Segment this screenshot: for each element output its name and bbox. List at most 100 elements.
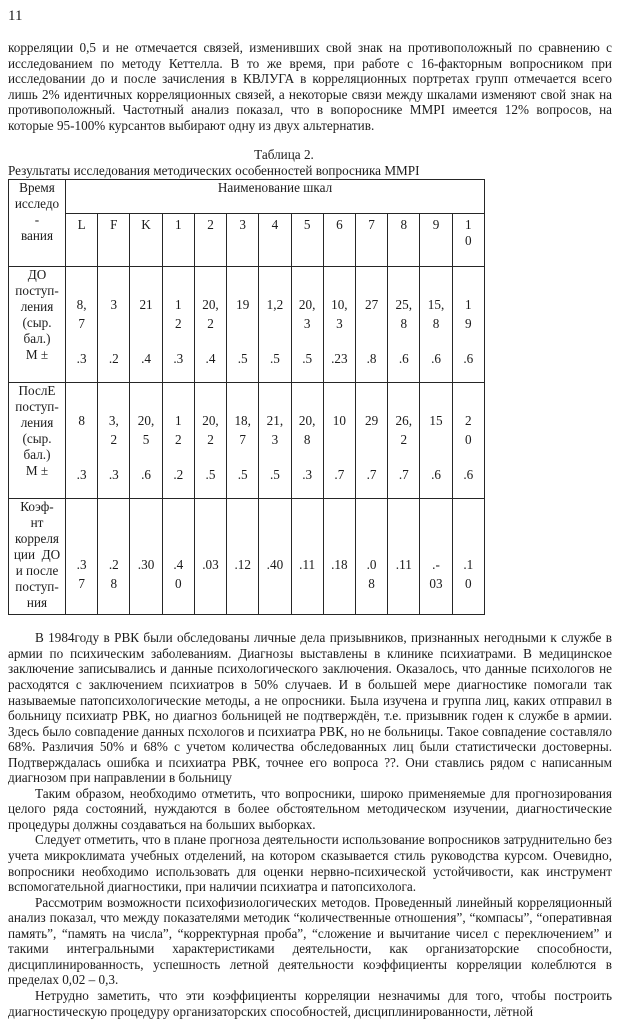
cell-value-line: 27 — [364, 297, 379, 313]
data-cell: .12 — [226, 498, 260, 616]
cell-value-line: 2 — [207, 432, 214, 448]
cell-mean-value: 1,2 — [259, 295, 290, 314]
corner-header-line: - — [34, 212, 40, 228]
cell-value-line: 10 — [332, 413, 346, 429]
data-cell: .18 — [322, 498, 356, 616]
data-cell: .0 8 — [354, 498, 389, 616]
cell-value-line: 15 — [429, 413, 443, 429]
data-cell: .03 — [193, 498, 228, 616]
corner-header-line: Время — [19, 180, 55, 196]
cell-mean-value: 20, 5 — [130, 411, 161, 449]
row-label-line: (сыр. — [22, 431, 52, 447]
scale-header-line: 1 — [174, 217, 182, 233]
cell-deviation-value: .3 — [76, 351, 87, 367]
cell-value-line: 3 — [303, 316, 311, 332]
row-label-line: (сыр. — [22, 315, 52, 331]
cell-mean-value: 8 — [66, 411, 97, 430]
cell-value-line: 7 — [239, 432, 246, 448]
cell-mean-value: 21, 3 — [259, 411, 290, 449]
cell-deviation-value: .3 — [173, 351, 184, 367]
cell-deviation-value: .5 — [237, 351, 248, 367]
cell-mean-value: .11 — [292, 555, 323, 574]
data-cell: 15, 8.6 — [419, 266, 453, 384]
cell-value-line: 7 — [78, 316, 85, 332]
paragraph: Нетрудно заметить, что эти коэффициенты … — [8, 987, 612, 1019]
table-title: Таблица 2. — [254, 147, 314, 163]
data-cell: 1 2.3 — [161, 266, 195, 384]
cell-value-line: 1,2 — [266, 297, 284, 313]
cell-mean-value: 10, 3 — [324, 295, 355, 333]
cell-mean-value: 15 — [420, 411, 451, 430]
data-cell: .1 0 — [451, 498, 486, 616]
scale-column-header: 4 — [258, 213, 292, 268]
row-label-line: М ± — [25, 347, 49, 363]
row-label-line: поступ- — [15, 399, 59, 415]
cell-value-line: 2 — [400, 432, 408, 448]
cell-value-line: 1 — [174, 413, 182, 429]
cell-mean-value: 3 — [98, 295, 129, 314]
data-cell: 20, 2 .5 — [193, 382, 228, 500]
cell-value-line: 8 — [303, 432, 311, 448]
cell-mean-value: 26, 2 — [388, 411, 419, 449]
data-cell: 26, 2.7 — [387, 382, 421, 500]
scale-header-line: 1 — [465, 217, 472, 233]
cell-value-line: 26, — [395, 413, 413, 429]
cell-mean-value: .0 8 — [356, 555, 387, 593]
scales-group-header: Наименование шкал — [65, 179, 485, 215]
scale-column-header: 8 — [387, 213, 421, 268]
cell-value-line: 8 — [400, 316, 408, 332]
scale-header-line: 5 — [303, 217, 311, 233]
data-cell: 25, 8.6 — [387, 266, 421, 384]
scale-header-line: 8 — [400, 217, 408, 233]
data-cell: 10, 3.23 — [322, 266, 356, 384]
data-cell: 2 0.6 — [451, 382, 486, 500]
cell-value-line: 3 — [271, 432, 279, 448]
row-label-line: ПослЕ — [18, 383, 56, 399]
cell-value-line: 0 — [465, 576, 472, 592]
cell-value-line: .2 — [108, 557, 119, 573]
cell-value-line: 25, — [395, 297, 413, 313]
data-cell: 8.3 — [64, 382, 99, 500]
table-header-row: Время исследо - вания Наименование шкал — [8, 179, 485, 268]
table-row: Коэф-нт корреля ции ДО и после поступ-ния .3 7… — [8, 498, 486, 616]
data-cell: .40 — [258, 498, 292, 616]
scale-column-header: 5 — [290, 213, 324, 268]
data-cell: 15.6 — [419, 382, 453, 500]
cell-value-line: .12 — [234, 557, 251, 573]
cell-value-line: .- — [432, 557, 440, 573]
data-cell: 21.4 — [129, 266, 163, 384]
row-label-line: поступ- — [15, 579, 59, 595]
cell-value-line: 20, — [202, 413, 219, 429]
cell-mean-value: 21 — [130, 295, 161, 314]
cell-value-line: 3 — [110, 297, 118, 313]
body-text: В 1984году в РВК были обследованы личные… — [8, 630, 612, 1019]
scale-column-header: F — [97, 213, 131, 268]
scale-header-line: 2 — [207, 217, 214, 233]
body-text-top: корреляции 0,5 и не отмечается связей, и… — [8, 40, 612, 133]
scale-header-line: 9 — [432, 217, 440, 233]
cell-mean-value: 25, 8 — [388, 295, 419, 333]
data-cell: 29.7 — [354, 382, 389, 500]
cell-value-line: 2 — [174, 316, 182, 332]
cell-value-line: .40 — [266, 557, 284, 573]
data-cell: 10.7 — [322, 382, 356, 500]
cell-value-line: 2 — [207, 316, 214, 332]
scale-header-line: 3 — [239, 217, 246, 233]
cell-deviation-value: .5 — [302, 351, 313, 367]
row-label-line: поступ- — [15, 283, 59, 299]
paragraph: Рассмотрим возможности психофизиологичес… — [8, 894, 612, 988]
data-cell: .- 03 — [419, 498, 453, 616]
cell-mean-value: 15, 8 — [420, 295, 451, 333]
cell-mean-value: .3 7 — [66, 555, 97, 593]
cell-deviation-value: .5 — [205, 467, 216, 483]
cell-deviation-value: .3 — [302, 467, 313, 483]
cell-value-line: 0 — [174, 576, 182, 592]
scale-header-line: 4 — [271, 217, 279, 233]
row-label-line: ления — [20, 299, 54, 315]
paragraph: Таким образом, необходимо отметить, что … — [8, 785, 612, 832]
data-cell: 27.8 — [354, 266, 389, 384]
